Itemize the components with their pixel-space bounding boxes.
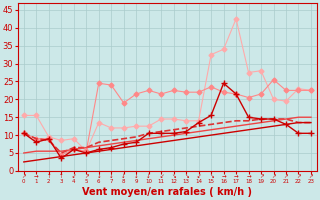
X-axis label: Vent moyen/en rafales ( km/h ): Vent moyen/en rafales ( km/h ): [82, 187, 252, 197]
